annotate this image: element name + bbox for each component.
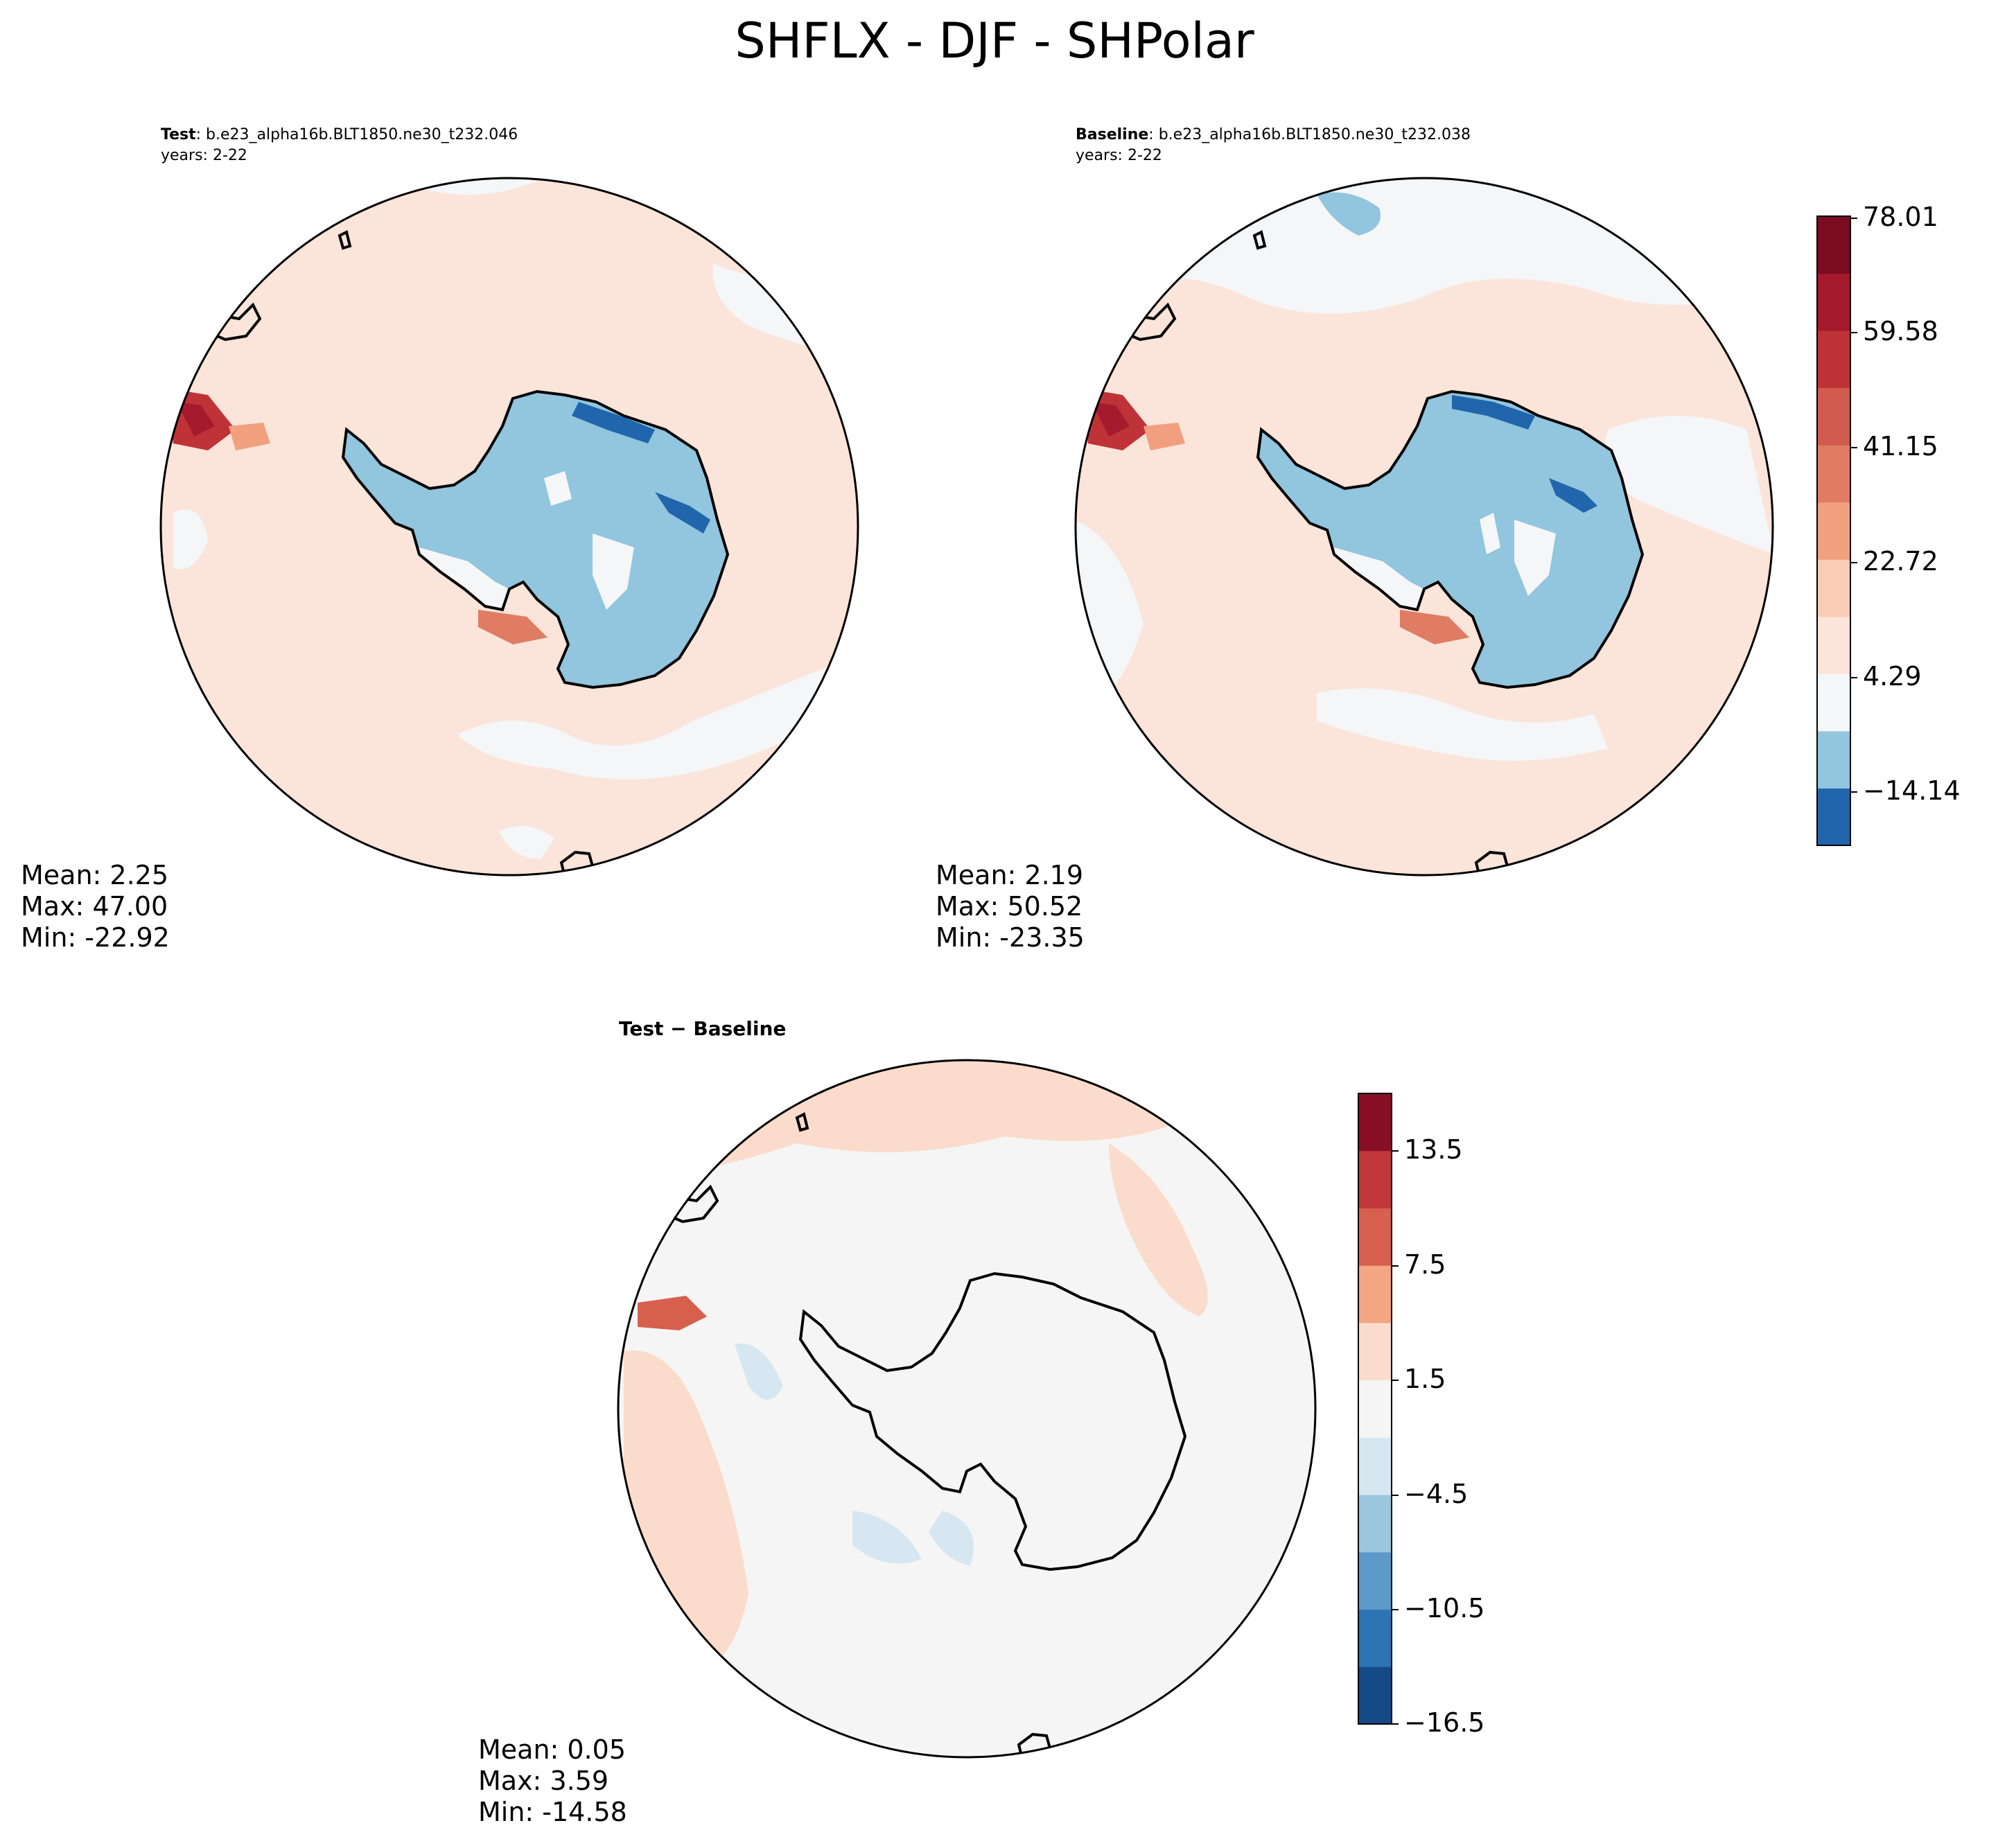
colorbar-main-swatch bbox=[1817, 445, 1850, 503]
diff-panel-title: Test − Baseline bbox=[619, 1019, 786, 1039]
diff-label-bold: Test − Baseline bbox=[619, 1017, 787, 1040]
test-map bbox=[159, 177, 859, 877]
colorbar-main-swatch bbox=[1817, 216, 1850, 274]
colorbar-diff-swatch bbox=[1358, 1609, 1392, 1667]
diff-mean: Mean: 0.05 bbox=[478, 1734, 627, 1765]
baseline-max: Max: 50.52 bbox=[936, 891, 1083, 922]
baseline-years: years: 2-22 bbox=[1076, 147, 1162, 164]
colorbar-main-swatch bbox=[1817, 730, 1850, 789]
colorbar-diff-swatch bbox=[1358, 1322, 1392, 1381]
colorbar-diff-swatch bbox=[1358, 1666, 1392, 1725]
colorbar-main-tick-label: 78.01 bbox=[1863, 202, 1938, 232]
colorbar-diff-swatch bbox=[1358, 1265, 1392, 1323]
test-years: years: 2-22 bbox=[161, 147, 247, 164]
baseline-stats: Mean: 2.19 Max: 50.52 Min: -23.35 bbox=[936, 860, 1085, 953]
test-stats: Mean: 2.25 Max: 47.00 Min: -22.92 bbox=[21, 860, 170, 953]
colorbar-diff-swatch bbox=[1358, 1437, 1392, 1495]
colorbar-main-swatch bbox=[1817, 616, 1850, 674]
colorbar-main-tick-label: 41.15 bbox=[1863, 431, 1938, 461]
colorbar-diff-swatch bbox=[1358, 1208, 1392, 1266]
baseline-label-bold: Baseline bbox=[1076, 126, 1149, 143]
baseline-label-case: : b.e23_alpha16b.BLT1850.ne30_t232.038 bbox=[1148, 126, 1471, 143]
figure-title: SHFLX - DJF - SHPolar bbox=[735, 12, 1254, 69]
diff-map bbox=[617, 1059, 1317, 1759]
colorbar-diff-swatch bbox=[1358, 1380, 1392, 1438]
test-label-bold: Test bbox=[161, 126, 196, 143]
colorbar-main-tick-label: 59.58 bbox=[1863, 316, 1938, 346]
colorbar-main-frame bbox=[1816, 215, 1851, 846]
colorbar-main-swatch bbox=[1817, 331, 1850, 389]
test-mean: Mean: 2.25 bbox=[21, 860, 169, 890]
diff-stats: Mean: 0.05 Max: 3.59 Min: -14.58 bbox=[478, 1734, 627, 1828]
colorbar-main bbox=[1816, 215, 1857, 846]
colorbar-main-swatch bbox=[1817, 502, 1850, 560]
colorbar-main-swatch bbox=[1817, 674, 1850, 732]
colorbar-diff-swatch bbox=[1358, 1551, 1392, 1610]
diff-min: Min: -14.58 bbox=[478, 1797, 627, 1827]
baseline-mean: Mean: 2.19 bbox=[936, 860, 1084, 890]
colorbar-main-tick-label: 4.29 bbox=[1863, 661, 1922, 692]
colorbar-main-swatch bbox=[1817, 788, 1850, 846]
colorbar-main-tick-label: 22.72 bbox=[1863, 546, 1938, 577]
colorbar-main-tick-label: −14.14 bbox=[1863, 775, 1961, 806]
colorbar-diff-tick-label: 7.5 bbox=[1404, 1249, 1446, 1280]
diff-max: Max: 3.59 bbox=[478, 1766, 609, 1796]
colorbar-diff-swatch bbox=[1358, 1150, 1392, 1208]
test-min: Min: -22.92 bbox=[21, 922, 170, 953]
colorbar-diff-tick-label: −16.5 bbox=[1404, 1707, 1485, 1738]
colorbar-diff-tick-label: 13.5 bbox=[1404, 1134, 1463, 1165]
baseline-panel-title: Baseline: b.e23_alpha16b.BLT1850.ne30_t2… bbox=[1076, 125, 1471, 166]
colorbar-diff-swatch bbox=[1358, 1093, 1392, 1152]
test-panel-title: Test: b.e23_alpha16b.BLT1850.ne30_t232.0… bbox=[161, 125, 518, 166]
colorbar-diff bbox=[1358, 1093, 1399, 1725]
test-max: Max: 47.00 bbox=[21, 891, 168, 922]
test-label-case: : b.e23_alpha16b.BLT1850.ne30_t232.046 bbox=[195, 126, 518, 143]
baseline-min: Min: -23.35 bbox=[936, 922, 1085, 953]
colorbar-diff-tick-label: −10.5 bbox=[1404, 1593, 1485, 1623]
colorbar-diff-tick-label: −4.5 bbox=[1404, 1479, 1469, 1509]
colorbar-diff-tick-label: 1.5 bbox=[1404, 1364, 1446, 1394]
baseline-map bbox=[1074, 177, 1774, 877]
colorbar-main-swatch bbox=[1817, 387, 1850, 446]
colorbar-main-swatch bbox=[1817, 559, 1850, 617]
colorbar-diff-swatch bbox=[1358, 1495, 1392, 1553]
colorbar-main-swatch bbox=[1817, 273, 1850, 331]
colorbar-diff-frame bbox=[1358, 1093, 1392, 1725]
